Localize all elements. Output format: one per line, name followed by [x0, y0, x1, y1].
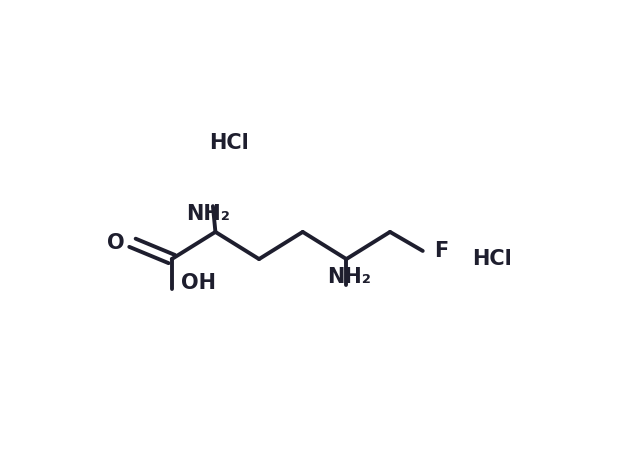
- Text: HCl: HCl: [209, 133, 249, 153]
- Text: O: O: [108, 233, 125, 253]
- Text: NH₂: NH₂: [327, 266, 371, 287]
- Text: NH₂: NH₂: [186, 204, 230, 224]
- Text: OH: OH: [180, 273, 216, 292]
- Text: HCl: HCl: [472, 249, 511, 269]
- Text: F: F: [434, 241, 448, 261]
